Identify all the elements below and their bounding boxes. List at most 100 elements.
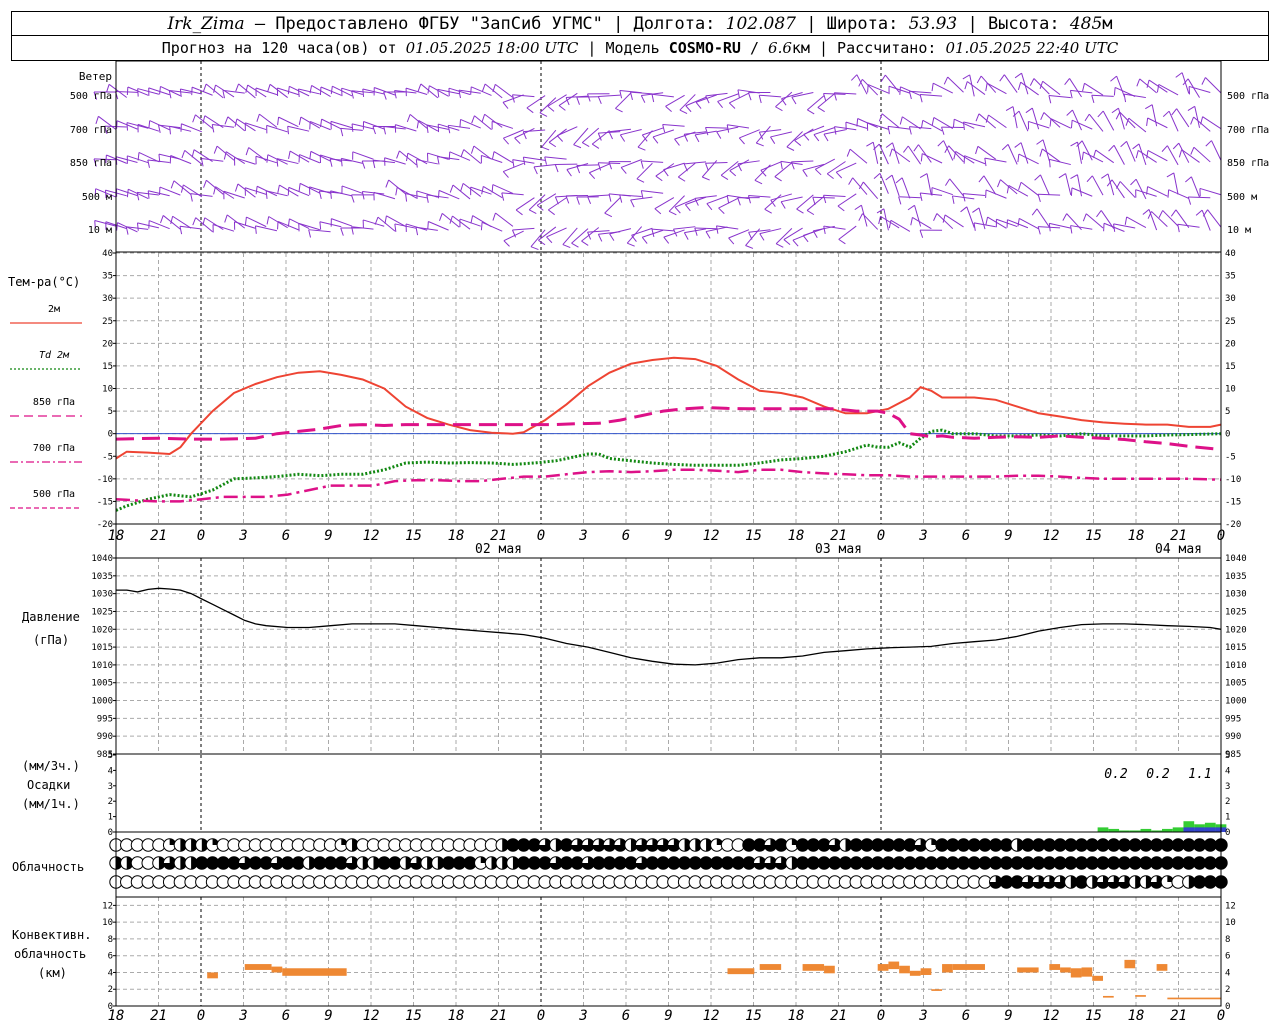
wind-barb-shaft	[1194, 106, 1201, 128]
cloud-cover-fill	[517, 838, 530, 852]
wind-barb-feather	[908, 91, 912, 100]
wind-barb-shaft	[503, 129, 524, 139]
wind-barb-shaft	[1207, 209, 1222, 228]
wind-barb-shaft	[966, 81, 986, 95]
wind-barb-shaft	[426, 124, 449, 130]
wind-barb-shaft	[172, 215, 192, 229]
wind-barb-feather	[962, 121, 965, 131]
cloud-cover-fill	[292, 856, 305, 870]
wind-barb-feather	[191, 149, 195, 158]
wind-barb-feather	[813, 134, 820, 142]
y-tick-label-left: 1035	[91, 572, 113, 582]
forecast-label: Прогноз на 120 часа(ов) от	[161, 39, 406, 57]
cloud-cover-fill	[528, 838, 541, 852]
conv-cloud-segment	[931, 989, 943, 991]
wind-barb-shaft	[341, 185, 363, 194]
wind-barb-feather	[826, 173, 834, 180]
wind-barb-feather	[1058, 173, 1066, 179]
wind-barb-shaft	[530, 229, 546, 248]
wind-barb-shaft	[1007, 144, 1018, 165]
cloud-cover-fill	[678, 856, 691, 870]
y-tick-label-right: 1035	[1225, 572, 1247, 582]
wind-barb-feather	[1018, 182, 1022, 191]
wind-barb-shaft	[706, 195, 728, 205]
wind-barb-feather	[873, 143, 880, 150]
wind-barb-shaft	[1147, 150, 1168, 162]
wind-barb-shaft	[128, 188, 149, 199]
cloud-cover-fill	[592, 838, 605, 852]
wind-barb-feather	[835, 171, 843, 179]
cloud-cover-fill	[630, 838, 638, 852]
wind-barb-shaft	[806, 196, 825, 211]
cloud-cover-fill	[1043, 838, 1056, 852]
cloud-cover-fill	[614, 838, 627, 852]
y-tick-label-left: 1000	[91, 697, 113, 707]
cloud-cover-fill	[201, 838, 209, 852]
wind-barb-feather	[1037, 226, 1041, 235]
wind-barb-feather	[952, 119, 955, 128]
wind-barb-feather	[652, 136, 659, 144]
wind-barb-feather	[619, 134, 626, 142]
wind-barb-feather	[780, 161, 783, 170]
cloud-cover-fill	[882, 856, 895, 870]
wind-barb-feather	[223, 151, 227, 160]
cloud-cover-fill	[1032, 875, 1045, 889]
precip-bar	[1097, 827, 1109, 832]
wind-barb-feather	[1064, 78, 1070, 86]
wind-barb-feather	[416, 120, 420, 129]
wind-barb-shaft	[108, 83, 128, 98]
wind-barb-feather	[1200, 116, 1204, 125]
cloud-cover-fill	[581, 838, 595, 852]
x-tick-label-mid: 12	[703, 528, 720, 544]
cloud-cover-fill	[807, 838, 820, 852]
wind-barb-shaft	[651, 93, 674, 98]
wind-barb-feather	[597, 132, 602, 141]
wind-barb-shaft	[384, 157, 406, 165]
x-tick-label-mid: 0	[197, 528, 205, 544]
wind-barb-feather	[737, 197, 741, 206]
cloud-cover-fill	[1161, 856, 1174, 870]
wind-barb-shaft	[604, 197, 621, 214]
model-label: | Модель	[578, 39, 669, 57]
wind-barb-feather	[764, 208, 772, 214]
wind-barb-shaft	[878, 143, 889, 165]
wind-barb-feather	[651, 94, 655, 103]
wind-barb-feather	[962, 193, 966, 202]
wind-barb-shaft	[668, 195, 685, 212]
y-tick-label-left: 15	[102, 362, 113, 372]
wind-barb-shaft	[169, 125, 192, 132]
wind-barb-shaft	[1048, 94, 1071, 99]
wind-barb-feather	[361, 160, 366, 169]
wind-barb-feather	[931, 117, 935, 126]
wind-barb-feather	[544, 156, 547, 165]
wind-barb-shaft	[1008, 184, 1029, 197]
wind-barb-shaft	[1102, 110, 1115, 131]
wind-barb-feather	[458, 90, 461, 99]
cloud-cover-fill	[378, 856, 391, 870]
cloud-cover-fill	[560, 856, 573, 870]
wind-barb-feather	[854, 204, 862, 211]
wind-barb-feather	[541, 146, 550, 151]
model-name: COSMO-RU	[668, 39, 741, 57]
wind-barb-shaft	[949, 178, 964, 197]
wind-barb-shaft	[1151, 211, 1168, 228]
wind-barb-feather	[919, 173, 928, 179]
wind-barb-shaft	[881, 113, 900, 129]
cloud-cover-fill	[1128, 856, 1142, 870]
wind-barb-shaft	[277, 87, 299, 96]
wind-barb-shaft	[867, 122, 889, 130]
wind-barb-shaft	[1091, 94, 1114, 97]
cloud-cover-fill	[860, 856, 874, 870]
wind-barb-feather	[1182, 78, 1189, 86]
wind-barb-feather	[1111, 107, 1119, 114]
wind-barb-shaft	[943, 140, 954, 161]
wind-barb-shaft	[523, 156, 546, 161]
cloud-cover-fill	[978, 856, 992, 870]
wind-barb-feather	[726, 124, 730, 133]
wind-barb-shaft	[920, 192, 943, 196]
wind-barb-feather	[1108, 144, 1115, 152]
wind-barb-feather	[910, 217, 913, 226]
wind-barb-shaft	[330, 120, 353, 129]
wind-barb-feather	[437, 190, 440, 199]
precip-bar-blue	[1204, 827, 1216, 832]
